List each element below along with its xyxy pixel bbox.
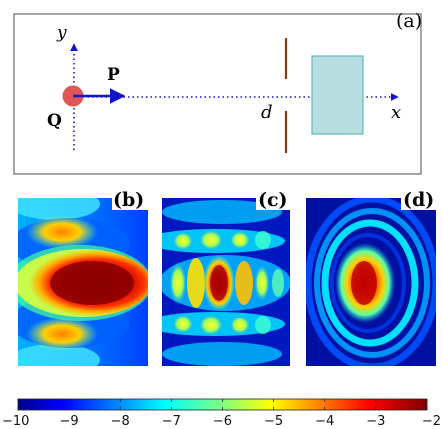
y-axis-label: y xyxy=(56,23,67,43)
colorbar-tick-label: −9 xyxy=(60,414,79,429)
colorbar-tick-label: −10 xyxy=(2,414,29,429)
panel-b: (b) xyxy=(18,186,150,366)
panel-d-heatmap xyxy=(306,198,436,366)
target-region xyxy=(311,55,364,135)
colorbar-tick-label: −2 xyxy=(422,414,441,429)
panel-d: (d) xyxy=(306,186,441,366)
colorbar-tick-label: −4 xyxy=(315,414,334,429)
vector-p-label: P xyxy=(107,65,120,85)
colorbar-tick-label: −8 xyxy=(111,414,130,429)
colorbar-tick-label: −5 xyxy=(264,414,283,429)
panel-b-label: (b) xyxy=(113,189,144,211)
colorbar-tick-label: −6 xyxy=(213,414,232,429)
panel-b-heatmap xyxy=(18,198,148,366)
distance-d-label: d xyxy=(261,102,273,123)
colorbar-ticks: −10 −9 −8 −7 −6 −5 −4 −3 −2 xyxy=(2,399,441,429)
colorbar-tick-label: −7 xyxy=(162,414,181,429)
x-axis-label: x xyxy=(391,102,401,123)
panel-a-frame xyxy=(13,13,422,175)
panel-c-label: (c) xyxy=(258,189,288,211)
panel-b-label-bg xyxy=(112,186,150,210)
panel-a-label: (a) xyxy=(396,10,422,32)
panel-d-label-bg xyxy=(401,186,441,210)
colorbar: −10 −9 −8 −7 −6 −5 −4 −3 −2 xyxy=(2,398,441,429)
panel-c: (c) xyxy=(162,186,294,366)
panel-a: y x P Q d (a) xyxy=(13,10,422,175)
colorbar-tick-label: −3 xyxy=(366,414,385,429)
point-q-label: Q xyxy=(47,111,62,131)
panel-c-heatmap xyxy=(162,198,290,366)
panel-d-label: (d) xyxy=(403,189,434,211)
panel-c-label-bg xyxy=(256,186,294,210)
